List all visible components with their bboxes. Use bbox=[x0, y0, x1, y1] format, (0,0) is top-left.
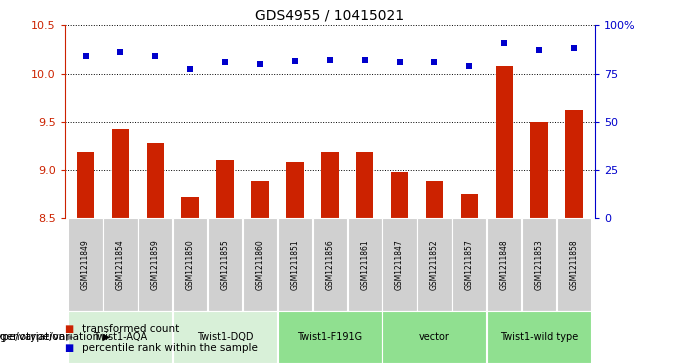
Bar bbox=[77, 152, 95, 218]
Text: vector: vector bbox=[419, 332, 450, 342]
Bar bbox=[173, 218, 207, 311]
Bar bbox=[278, 218, 312, 311]
Text: GSM1211859: GSM1211859 bbox=[151, 239, 160, 290]
Point bbox=[534, 48, 545, 53]
Text: transformed count: transformed count bbox=[82, 323, 179, 334]
Text: GSM1211850: GSM1211850 bbox=[186, 239, 194, 290]
Bar bbox=[182, 197, 199, 218]
Bar bbox=[356, 152, 373, 218]
Point bbox=[80, 53, 91, 59]
Text: Twist1-DQD: Twist1-DQD bbox=[197, 332, 254, 342]
Text: ■: ■ bbox=[65, 343, 74, 354]
Bar bbox=[382, 311, 486, 363]
Bar bbox=[69, 311, 173, 363]
Bar bbox=[530, 122, 548, 218]
Point bbox=[499, 40, 510, 46]
Text: GSM1211848: GSM1211848 bbox=[500, 239, 509, 290]
Bar bbox=[147, 143, 164, 218]
Text: Twist1-wild type: Twist1-wild type bbox=[500, 332, 578, 342]
Bar bbox=[138, 218, 173, 311]
Text: GSM1211852: GSM1211852 bbox=[430, 239, 439, 290]
Bar bbox=[522, 218, 556, 311]
Text: genotype/variation: genotype/variation bbox=[0, 332, 65, 342]
Point bbox=[185, 66, 196, 72]
Text: genotype/variation ▶: genotype/variation ▶ bbox=[0, 332, 110, 342]
Bar bbox=[391, 172, 408, 218]
Title: GDS4955 / 10415021: GDS4955 / 10415021 bbox=[255, 9, 405, 23]
Bar bbox=[487, 311, 591, 363]
Point bbox=[359, 57, 370, 63]
Bar bbox=[452, 218, 486, 311]
Bar bbox=[286, 162, 304, 218]
Text: GSM1211853: GSM1211853 bbox=[534, 239, 544, 290]
Point bbox=[464, 63, 475, 69]
Text: ■: ■ bbox=[65, 323, 74, 334]
Point bbox=[254, 61, 265, 67]
Bar bbox=[173, 311, 277, 363]
Point bbox=[324, 57, 335, 63]
Text: GSM1211858: GSM1211858 bbox=[570, 239, 579, 290]
Bar bbox=[426, 181, 443, 218]
Text: Twist1-F191G: Twist1-F191G bbox=[297, 332, 362, 342]
Text: GSM1211855: GSM1211855 bbox=[220, 239, 230, 290]
Point bbox=[429, 59, 440, 65]
Bar bbox=[103, 218, 137, 311]
Text: ▶: ▶ bbox=[66, 332, 73, 342]
Bar bbox=[216, 160, 234, 218]
Text: GSM1211856: GSM1211856 bbox=[325, 239, 335, 290]
Bar bbox=[243, 218, 277, 311]
Text: GSM1211849: GSM1211849 bbox=[81, 239, 90, 290]
Bar bbox=[565, 110, 583, 218]
Text: GSM1211860: GSM1211860 bbox=[256, 239, 265, 290]
Text: GSM1211847: GSM1211847 bbox=[395, 239, 404, 290]
Bar bbox=[460, 194, 478, 218]
Text: GSM1211851: GSM1211851 bbox=[290, 239, 299, 290]
Point bbox=[394, 59, 405, 65]
Bar bbox=[382, 218, 417, 311]
Bar bbox=[252, 181, 269, 218]
Text: GSM1211854: GSM1211854 bbox=[116, 239, 125, 290]
Text: percentile rank within the sample: percentile rank within the sample bbox=[82, 343, 258, 354]
Text: Twist1-AQA: Twist1-AQA bbox=[93, 332, 148, 342]
Point bbox=[115, 49, 126, 55]
Point bbox=[568, 46, 579, 52]
Bar bbox=[496, 66, 513, 218]
Bar bbox=[278, 311, 381, 363]
Bar bbox=[418, 218, 452, 311]
Point bbox=[220, 59, 231, 65]
Bar bbox=[112, 129, 129, 218]
Point bbox=[150, 53, 160, 59]
Text: GSM1211861: GSM1211861 bbox=[360, 239, 369, 290]
Bar bbox=[313, 218, 347, 311]
Bar bbox=[347, 218, 381, 311]
Point bbox=[290, 58, 301, 64]
Bar bbox=[557, 218, 591, 311]
Bar bbox=[487, 218, 522, 311]
Bar bbox=[208, 218, 242, 311]
Bar bbox=[321, 152, 339, 218]
Bar bbox=[69, 218, 103, 311]
Text: GSM1211857: GSM1211857 bbox=[465, 239, 474, 290]
